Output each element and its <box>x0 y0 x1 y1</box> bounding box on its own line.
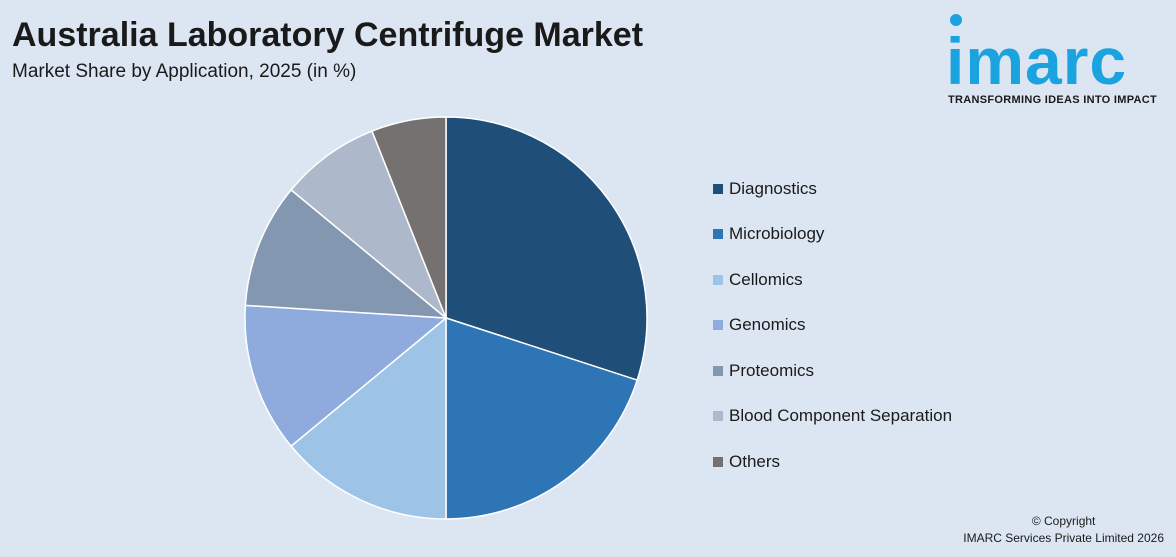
chart-title: Australia Laboratory Centrifuge Market <box>12 16 644 54</box>
logo-tagline: TRANSFORMING IDEAS INTO IMPACT <box>948 94 1158 106</box>
legend-swatch <box>713 320 723 331</box>
legend-item-diagnostics: Diagnostics <box>713 166 952 212</box>
legend-item-cellomics: Cellomics <box>713 257 952 303</box>
legend-label: Genomics <box>729 315 806 335</box>
pie-slice-others <box>371 116 447 319</box>
copyright-line-1: © Copyright <box>1031 514 1096 528</box>
legend-label: Others <box>729 451 781 471</box>
chart-subtitle: Market Share by Application, 2025 (in %) <box>12 61 357 82</box>
legend-swatch <box>713 456 723 467</box>
legend-item-proteomics: Proteomics <box>713 348 952 394</box>
imarc-logo[interactable]: imarc TRANSFORMING IDEAS INTO IMPACT <box>946 10 1172 110</box>
pie-slice-blood-component-separation <box>290 130 447 319</box>
chart-legend: Diagnostics Microbiology Cellomics Genomics… <box>713 166 952 485</box>
pie-slice-genomics <box>244 304 448 448</box>
copyright-line-2: IMARC Services Private Limited 2026 <box>963 531 1164 545</box>
legend-item-microbiology: Microbiology <box>713 212 952 258</box>
pie-slice-diagnostics <box>445 116 648 382</box>
legend-swatch <box>713 365 723 376</box>
legend-item-others: Others <box>713 439 952 485</box>
legend-label: Microbiology <box>729 224 825 244</box>
legend-swatch <box>713 229 723 240</box>
legend-swatch <box>713 411 723 422</box>
pie-slice-microbiology <box>445 316 639 520</box>
pie-chart <box>244 116 648 520</box>
legend-label: Blood Component Separation <box>729 406 953 426</box>
pie-slice-cellomics <box>290 316 447 520</box>
legend-item-genomics: Genomics <box>713 303 952 349</box>
legend-label: Cellomics <box>729 269 803 289</box>
legend-label: Diagnostics <box>729 178 817 198</box>
legend-swatch <box>713 274 723 285</box>
legend-swatch <box>713 183 723 194</box>
legend-label: Proteomics <box>729 360 815 380</box>
pie-slice-proteomics <box>244 188 449 319</box>
logo-dot-icon <box>950 14 962 26</box>
copyright: © Copyright IMARC Services Private Limit… <box>963 513 1164 547</box>
legend-item-blood-component-separation: Blood Component Separation <box>713 394 952 440</box>
logo-wordmark: imarc <box>946 24 1128 98</box>
